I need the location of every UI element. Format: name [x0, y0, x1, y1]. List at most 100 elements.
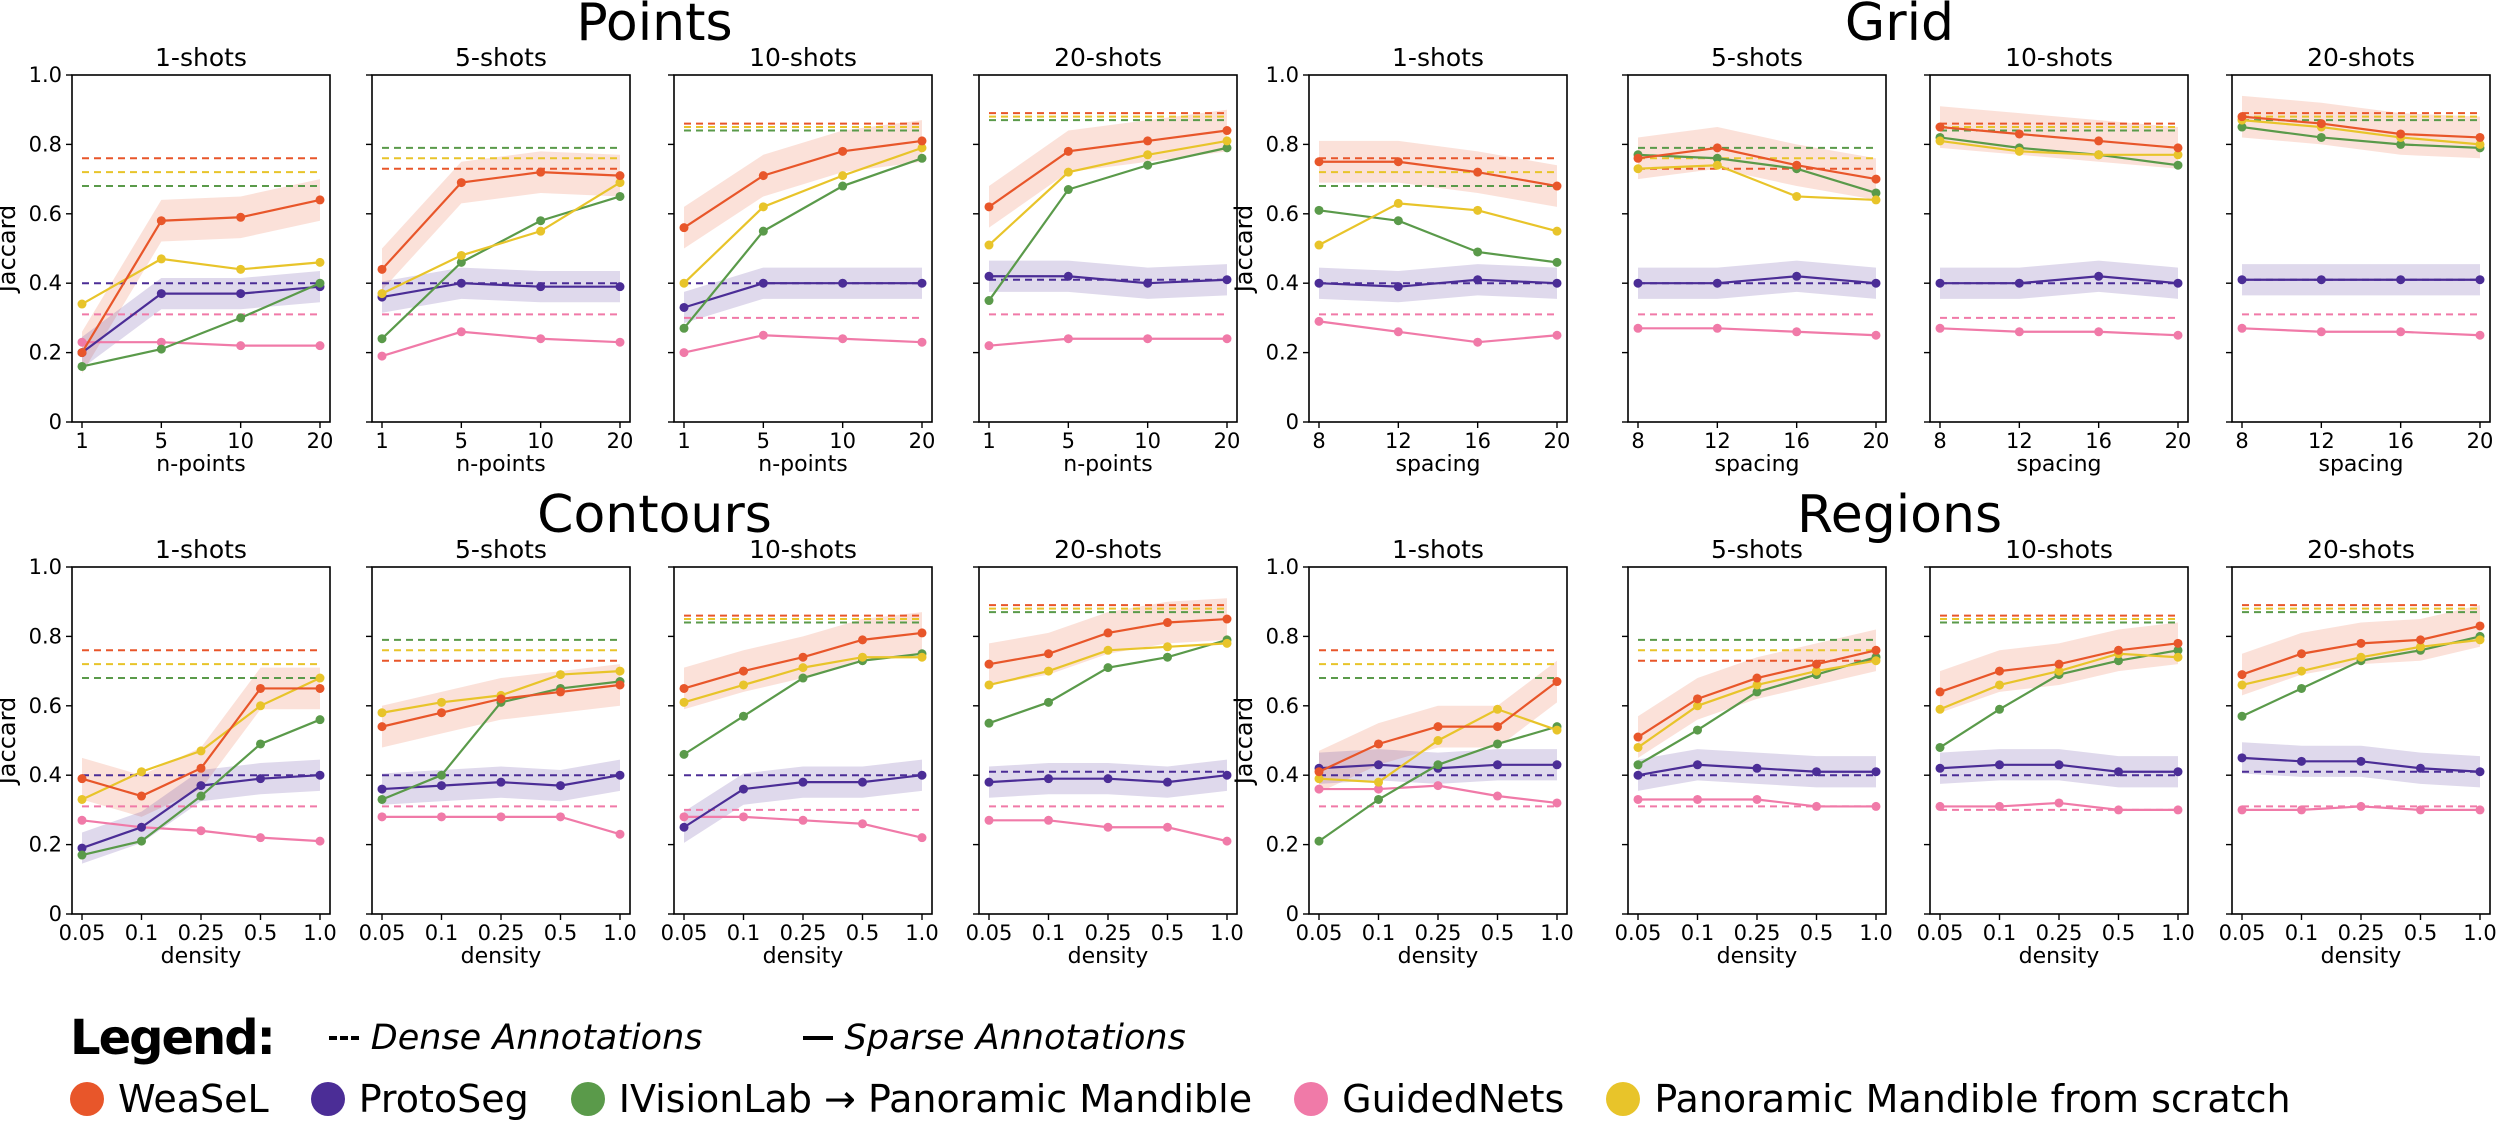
series-line-protoseg-points-1-shots	[81, 285, 321, 354]
series-line-ivisionlab-grid-5-shots	[1637, 153, 1877, 195]
point-scratch-points-20-shots-1	[1063, 167, 1073, 177]
y-tick-label-contours-1-shots-5: 1.0	[29, 555, 62, 579]
point-scratch-contours-5-shots-4	[615, 666, 625, 676]
y-axis-label-points: Jaccard	[0, 205, 21, 295]
point-weasel-points-20-shots-1	[1063, 146, 1073, 156]
point-guidednets-regions-10-shots-2	[2054, 798, 2064, 808]
point-weasel-contours-10-shots-3	[858, 635, 867, 645]
x-tick-label-grid-10-shots-3: 20	[2165, 429, 2192, 453]
series-line-weasel-points-1-shots	[81, 198, 321, 354]
point-weasel-points-10-shots-3	[917, 136, 927, 146]
point-protoseg-regions-10-shots-1	[1995, 760, 2004, 770]
point-weasel-contours-5-shots-2	[496, 694, 506, 704]
point-scratch-contours-1-shots-3	[256, 701, 265, 711]
point-guidednets-grid-10-shots-1	[2014, 327, 2024, 337]
point-scratch-contours-10-shots-4	[917, 652, 927, 662]
point-guidednets-regions-10-shots-4	[2173, 805, 2183, 815]
point-guidednets-points-5-shots-1	[456, 327, 466, 337]
x-axis-label-contours-1-shots: density	[161, 944, 242, 969]
point-guidednets-points-20-shots-0	[984, 341, 994, 351]
point-scratch-regions-10-shots-2	[2054, 666, 2064, 676]
y-axis-label-grid: Jaccard	[1230, 205, 1258, 295]
point-protoseg-regions-10-shots-4	[2173, 767, 2183, 777]
panel-frame-grid-20-shots	[2231, 74, 2491, 423]
x-tick-label-grid-5-shots-0: 8	[1631, 429, 1644, 453]
point-ivisionlab-points-20-shots-1	[1063, 185, 1073, 195]
point-guidednets-regions-20-shots-3	[2416, 805, 2425, 815]
point-ivisionlab-contours-5-shots-0	[377, 794, 387, 804]
x-tick-label-points-1-shots-1: 5	[155, 429, 168, 453]
point-scratch-points-10-shots-0	[679, 278, 689, 288]
point-weasel-contours-20-shots-1	[1044, 649, 1053, 659]
point-ivisionlab-contours-1-shots-4	[315, 715, 325, 725]
panel-title-points-20-shots: 20-shots	[1054, 43, 1162, 72]
point-scratch-points-10-shots-3	[917, 143, 927, 153]
point-protoseg-points-5-shots-3	[615, 282, 625, 292]
point-scratch-grid-5-shots-3	[1871, 195, 1881, 205]
x-tick-label-grid-5-shots-2: 16	[1783, 429, 1810, 453]
x-tick-label-points-5-shots-1: 5	[455, 429, 468, 453]
legend-label-protoseg: ProtoSeg	[358, 1077, 529, 1121]
point-ivisionlab-grid-1-shots-2	[1473, 247, 1483, 257]
x-tick-label-contours-1-shots-4: 1.0	[303, 921, 336, 945]
x-tick-label-points-10-shots-1: 5	[757, 429, 770, 453]
point-scratch-contours-10-shots-2	[798, 663, 808, 673]
point-ivisionlab-grid-10-shots-3	[2173, 160, 2183, 170]
point-ivisionlab-contours-10-shots-2	[798, 673, 808, 683]
point-ivisionlab-grid-5-shots-3	[1871, 188, 1881, 198]
point-protoseg-points-20-shots-2	[1143, 278, 1153, 288]
point-scratch-contours-1-shots-1	[137, 767, 146, 777]
x-tick-label-regions-5-shots-0: 0.05	[1615, 921, 1662, 945]
series-line-protoseg-grid-10-shots	[1940, 275, 2179, 285]
point-ivisionlab-regions-1-shots-2	[1433, 760, 1443, 770]
x-tick-label-contours-20-shots-0: 0.05	[966, 921, 1013, 945]
point-protoseg-regions-5-shots-1	[1693, 760, 1702, 770]
point-ivisionlab-contours-1-shots-0	[77, 850, 87, 860]
point-protoseg-contours-20-shots-3	[1163, 777, 1172, 787]
point-protoseg-contours-1-shots-0	[77, 843, 87, 853]
x-tick-label-contours-1-shots-1: 0.1	[125, 921, 158, 945]
x-tick-label-regions-1-shots-0: 0.05	[1296, 921, 1343, 945]
point-ivisionlab-contours-10-shots-1	[739, 711, 748, 721]
point-scratch-points-5-shots-2	[536, 226, 546, 236]
band-weasel-points-20-shots	[989, 109, 1227, 228]
point-scratch-grid-1-shots-1	[1393, 198, 1403, 208]
x-axis-label-regions-1-shots: density	[1398, 944, 1479, 969]
series-line-guidednets-grid-20-shots	[2241, 327, 2481, 337]
legend-item-scratch: Panoramic Mandible from scratch	[1606, 1077, 2291, 1121]
point-protoseg-regions-20-shots-3	[2416, 763, 2425, 773]
point-guidednets-points-1-shots-2	[236, 341, 246, 351]
x-axis-label-regions-5-shots: density	[1717, 944, 1798, 969]
point-scratch-grid-5-shots-0	[1633, 164, 1643, 174]
x-tick-label-points-20-shots-3: 20	[1214, 429, 1241, 453]
point-guidednets-grid-10-shots-0	[1935, 323, 1945, 333]
point-protoseg-regions-5-shots-0	[1633, 770, 1643, 780]
series-line-scratch-grid-10-shots	[1939, 139, 2178, 156]
point-scratch-regions-10-shots-1	[1995, 680, 2004, 690]
point-scratch-grid-1-shots-0	[1314, 240, 1324, 250]
point-scratch-regions-5-shots-3	[1812, 666, 1821, 676]
point-guidednets-grid-5-shots-3	[1871, 330, 1881, 340]
x-tick-label-grid-1-shots-3: 20	[1544, 429, 1571, 453]
x-tick-label-grid-10-shots-2: 16	[2085, 429, 2112, 453]
point-guidednets-points-5-shots-0	[377, 351, 387, 361]
x-axis-label-points-20-shots: n-points	[1063, 452, 1152, 477]
x-tick-label-grid-1-shots-1: 12	[1385, 429, 1412, 453]
point-weasel-points-10-shots-0	[679, 223, 689, 233]
point-scratch-contours-1-shots-2	[196, 746, 206, 756]
band-weasel-points-5-shots	[382, 151, 620, 291]
point-scratch-points-1-shots-1	[156, 254, 166, 264]
point-weasel-points-10-shots-1	[758, 171, 768, 181]
x-axis-label-grid-20-shots: spacing	[2318, 452, 2403, 477]
point-protoseg-grid-20-shots-1	[2316, 275, 2326, 285]
point-protoseg-grid-1-shots-3	[1552, 278, 1562, 288]
x-tick-label-contours-10-shots-1: 0.1	[727, 921, 760, 945]
x-tick-label-contours-5-shots-4: 1.0	[603, 921, 636, 945]
point-weasel-contours-20-shots-4	[1222, 614, 1232, 624]
point-scratch-points-10-shots-1	[758, 202, 768, 212]
point-scratch-contours-1-shots-0	[77, 794, 87, 804]
series-line-ivisionlab-points-10-shots	[683, 157, 923, 330]
point-guidednets-contours-10-shots-2	[798, 815, 808, 825]
y-tick-label-grid-1-shots-0: 0	[1286, 410, 1299, 434]
